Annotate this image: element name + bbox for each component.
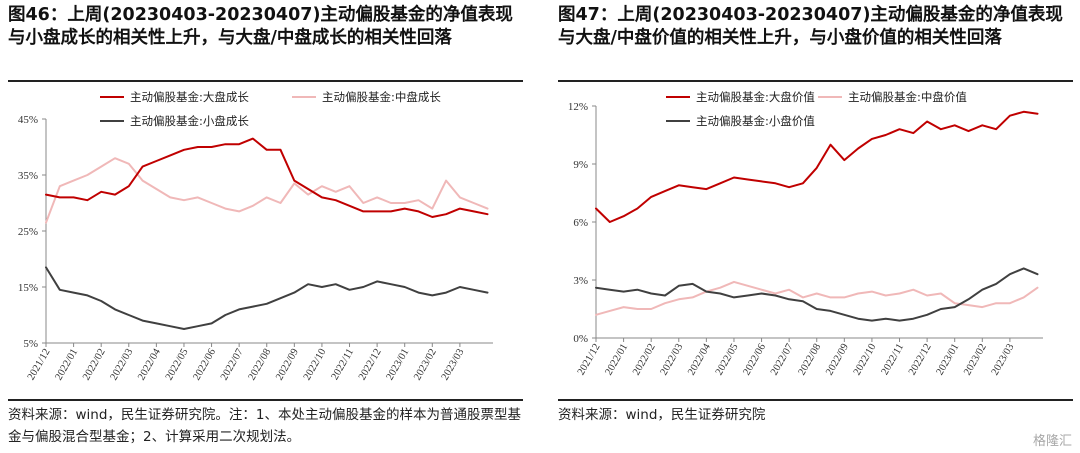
x-tick-label: 2022/12 [357, 347, 384, 382]
source-rule [558, 399, 1073, 401]
x-tick-label: 2022/11 [330, 347, 357, 382]
x-tick-label: 2023/01 [385, 347, 412, 382]
x-tick-label: 2023/02 [412, 347, 439, 382]
y-tick-label: 45% [18, 114, 38, 126]
right-chart-panel: 图47：上周(20230403-20230407)主动偏股基金的净值表现与大盘/… [550, 0, 1080, 453]
source-note: 资料来源：wind，民生证券研究院。注：1、本处主动偏股基金的样本为普通股票型基… [8, 407, 522, 445]
x-tick-label: 2022/07 [769, 342, 796, 377]
x-tick-label: 2022/04 [136, 346, 163, 382]
x-tick-label: 2022/10 [852, 342, 879, 377]
x-tick-label: 2022/12 [907, 342, 934, 377]
y-tick-label: 35% [18, 170, 38, 182]
y-tick-label: 5% [23, 338, 38, 350]
x-tick-label: 2023/03 [440, 347, 467, 382]
y-tick-label: 0% [573, 333, 588, 345]
legend-label-1: 主动偏股基金:大盘成长 [130, 90, 249, 104]
source-rule [8, 399, 523, 401]
left-chart-panel: 图46：上周(20230403-20230407)主动偏股基金的净值表现与小盘成… [0, 0, 530, 453]
legend-label-2: 主动偏股基金:中盘价值 [848, 90, 967, 104]
x-tick-label: 2022/06 [741, 342, 768, 377]
legend-label-3: 主动偏股基金:小盘成长 [130, 114, 249, 128]
x-tick-label: 2022/01 [603, 342, 630, 377]
legend-label-1: 主动偏股基金:大盘价值 [696, 90, 815, 104]
line-chart-value: 0%3%6%9%12%2021/12 2022/01 2022/02 2022/03 2… [568, 90, 1043, 377]
y-tick-label: 12% [568, 101, 588, 113]
series-line-1 [595, 110, 1039, 223]
x-tick-label: 2023/01 [935, 342, 962, 377]
x-tick-label: 2022/01 [53, 347, 80, 382]
x-tick-label: 2023/03 [990, 342, 1017, 377]
x-tick-label: 2021/12 [26, 347, 53, 382]
series-line-3 [45, 266, 489, 330]
chart-title: 图46：上周(20230403-20230407)主动偏股基金的净值表现与小盘成… [8, 5, 513, 48]
x-tick-label: 2022/02 [631, 342, 658, 377]
chart-title: 图47：上周(20230403-20230407)主动偏股基金的净值表现与大盘/… [558, 5, 1063, 48]
x-tick-label: 2022/10 [302, 347, 329, 382]
y-tick-label: 9% [573, 159, 588, 171]
series-line-2 [45, 157, 489, 224]
x-tick-label: 2021/12 [576, 342, 603, 377]
legend-label-3: 主动偏股基金:小盘价值 [696, 114, 815, 128]
x-tick-label: 2022/05 [714, 342, 741, 377]
x-tick-label: 2022/04 [686, 341, 713, 377]
title-rule [8, 80, 523, 82]
x-tick-label: 2022/08 [797, 342, 824, 377]
series-line-1 [45, 137, 489, 218]
title-rule [558, 80, 1073, 82]
x-tick-label: 2022/05 [164, 347, 191, 382]
x-tick-label: 2022/09 [824, 342, 851, 377]
x-tick-label: 2022/07 [219, 347, 246, 382]
x-tick-label: 2022/11 [880, 342, 907, 377]
x-tick-label: 2022/03 [659, 342, 686, 377]
x-tick-label: 2022/09 [274, 347, 301, 382]
source-note: 资料来源：wind，民生证券研究院 [558, 407, 766, 423]
x-tick-label: 2022/08 [247, 347, 274, 382]
x-tick-label: 2023/02 [962, 342, 989, 377]
watermark-logo: 格隆汇 [1032, 434, 1072, 449]
legend-label-2: 主动偏股基金:中盘成长 [322, 90, 441, 104]
y-tick-label: 15% [18, 282, 38, 294]
y-tick-label: 3% [573, 275, 588, 287]
y-tick-label: 25% [18, 226, 38, 238]
series-line-3 [595, 267, 1039, 322]
x-tick-label: 2022/03 [109, 347, 136, 382]
x-tick-label: 2022/02 [81, 347, 108, 382]
series-line-2 [595, 280, 1039, 316]
line-chart-growth: 5%15%25%35%45%2021/12 2022/01 2022/02 2022/… [18, 90, 493, 382]
y-tick-label: 6% [573, 217, 588, 229]
x-tick-label: 2022/06 [191, 347, 218, 382]
